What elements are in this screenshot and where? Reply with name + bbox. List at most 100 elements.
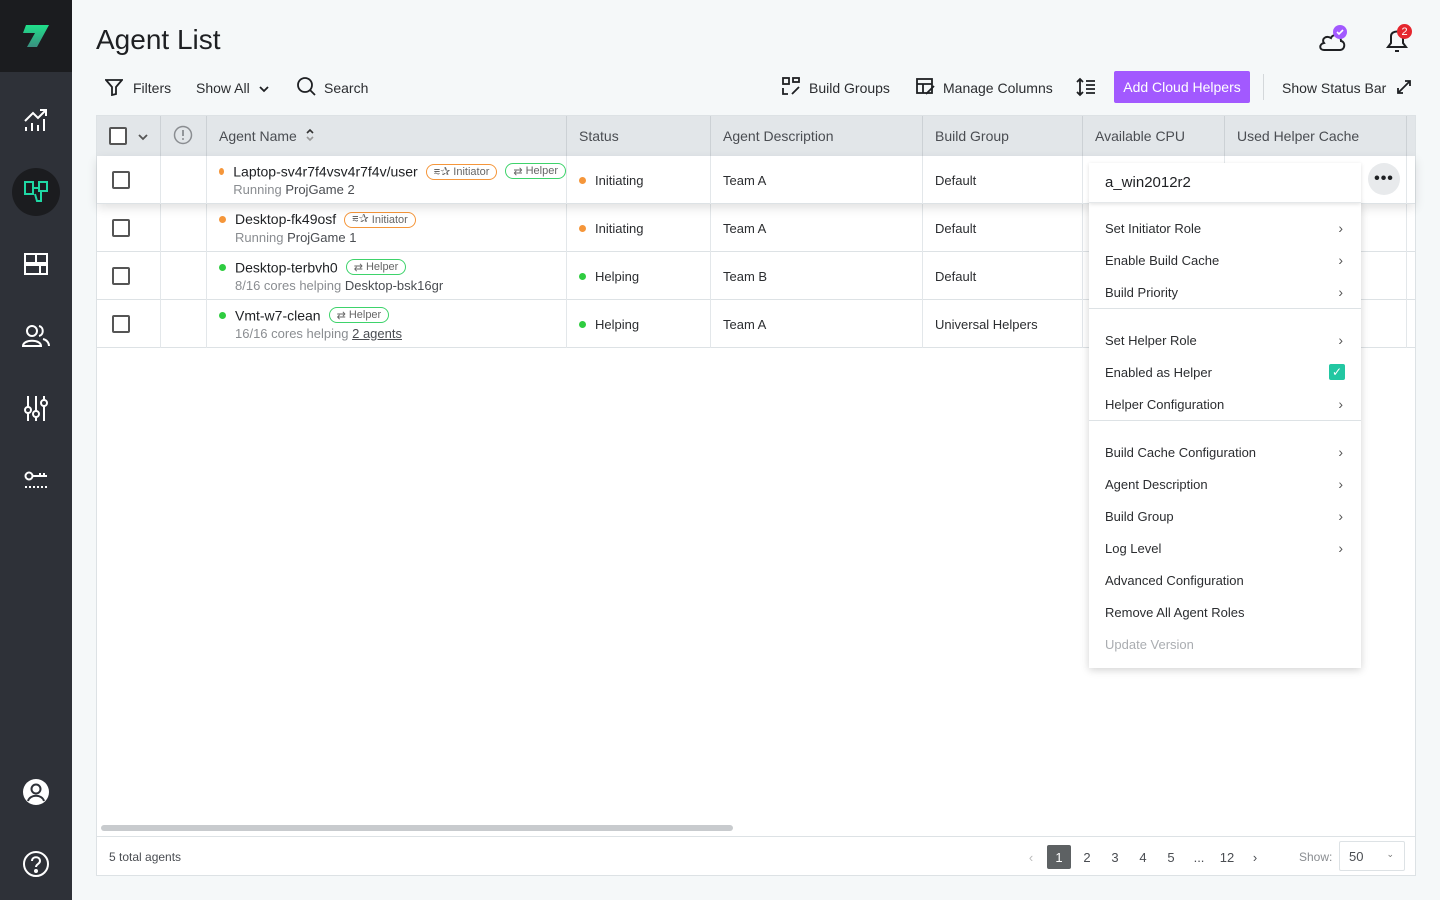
page-button[interactable]: 2 bbox=[1083, 849, 1091, 865]
nav-settings-sliders-icon[interactable] bbox=[12, 384, 60, 432]
menu-item-build-priority[interactable]: Build Priority › bbox=[1089, 276, 1361, 308]
chevron-right-icon: › bbox=[1338, 508, 1343, 524]
menu-item-helper-configuration[interactable]: Helper Configuration › bbox=[1089, 388, 1361, 420]
status-text: Initiating bbox=[595, 172, 644, 188]
helped-agents-link[interactable]: 2 agents bbox=[352, 325, 402, 341]
sort-icon[interactable] bbox=[305, 127, 315, 146]
helper-swap-icon: ⇄ bbox=[513, 165, 523, 178]
agent-name[interactable]: Vmt-w7-clean bbox=[235, 307, 321, 324]
menu-item-advanced-configuration[interactable]: Advanced Configuration bbox=[1089, 564, 1361, 596]
build-groups-button[interactable]: Build Groups bbox=[782, 76, 890, 100]
column-header-status[interactable]: Status bbox=[567, 116, 711, 156]
page-button[interactable]: 1 bbox=[1047, 845, 1071, 869]
menu-item-log-level[interactable]: Log Level › bbox=[1089, 532, 1361, 564]
row-checkbox[interactable] bbox=[112, 219, 130, 237]
column-header-available-cpu[interactable]: Available CPU bbox=[1083, 116, 1225, 156]
description-cell: Team A bbox=[711, 204, 923, 252]
add-cloud-helpers-button[interactable]: Add Cloud Helpers bbox=[1114, 71, 1250, 103]
status-dot bbox=[579, 224, 586, 232]
menu-item-enable-build-cache[interactable]: Enable Build Cache › bbox=[1089, 244, 1361, 276]
show-all-dropdown[interactable]: Show All bbox=[196, 76, 270, 100]
status-text: Helping bbox=[595, 316, 640, 332]
agent-name[interactable]: Desktop-terbvh0 bbox=[235, 259, 338, 276]
agent-name[interactable]: Desktop-fk49osf bbox=[235, 211, 337, 227]
initiator-badge: ⩳✰ Initiator bbox=[344, 211, 416, 228]
nav-profile-icon[interactable] bbox=[12, 768, 60, 816]
build-groups-icon bbox=[782, 77, 801, 99]
agent-name-cell: Desktop-terbvh0 ⇄ Helper 8/16 cores helping… bbox=[207, 252, 567, 300]
nav-help-icon[interactable] bbox=[12, 840, 60, 888]
used-helper-cache-cell bbox=[1225, 300, 1407, 348]
nav-license-key-icon[interactable] bbox=[12, 456, 60, 504]
menu-item-build-cache-configuration[interactable]: Build Cache Configuration › bbox=[1089, 436, 1361, 468]
menu-item-remove-all-agent-roles[interactable]: Remove All Agent Roles bbox=[1089, 596, 1361, 628]
select-all-control[interactable] bbox=[97, 116, 161, 156]
cloud-status-icon[interactable] bbox=[1316, 24, 1350, 54]
menu-item-label: Helper Configuration bbox=[1105, 396, 1225, 412]
helper-badge: ⇄ Helper bbox=[328, 307, 390, 323]
status-cell: Helping bbox=[567, 252, 711, 300]
column-header-agent-name[interactable]: Agent Name bbox=[207, 116, 567, 156]
nav-build-groups-icon[interactable] bbox=[12, 240, 60, 288]
chevron-down-icon[interactable] bbox=[137, 128, 149, 144]
menu-divider bbox=[1089, 308, 1361, 309]
row-density-button[interactable] bbox=[1076, 76, 1096, 100]
more-actions-button[interactable]: ••• bbox=[1368, 163, 1400, 195]
column-header-build-group[interactable]: Build Group bbox=[923, 116, 1083, 156]
notifications-bell-icon[interactable]: 2 bbox=[1382, 22, 1414, 56]
page-button[interactable]: 3 bbox=[1111, 849, 1119, 865]
show-all-label: Show All bbox=[196, 80, 250, 96]
agent-name[interactable]: Laptop-sv4r7f4vsv4r7f4v/user bbox=[233, 163, 418, 180]
menu-item-set-helper-role[interactable]: Set Helper Role › bbox=[1089, 324, 1361, 356]
manage-columns-button[interactable]: Manage Columns bbox=[916, 76, 1053, 100]
menu-item-build-group[interactable]: Build Group › bbox=[1089, 500, 1361, 532]
agent-name-cell: Laptop-sv4r7f4vsv4r7f4v/user ⩳✰ Initiator ⇄… bbox=[207, 156, 567, 204]
helper-swap-icon: ⇄ bbox=[353, 261, 363, 274]
row-checkbox[interactable] bbox=[112, 171, 130, 189]
alert-cell bbox=[161, 204, 207, 252]
checkbox-checked-icon[interactable]: ✓ bbox=[1329, 364, 1345, 380]
agent-activity-target: Desktop-bsk16gr bbox=[344, 277, 444, 293]
status-dot bbox=[219, 216, 226, 223]
next-page-button[interactable]: › bbox=[1252, 849, 1258, 865]
nav-users-icon[interactable] bbox=[12, 312, 60, 360]
line-height-icon bbox=[1076, 77, 1096, 100]
row-checkbox[interactable] bbox=[112, 315, 130, 333]
select-all-checkbox[interactable] bbox=[109, 127, 127, 145]
alert-cell bbox=[161, 252, 207, 300]
initiator-pin-icon: ⩳✰ bbox=[433, 165, 451, 178]
menu-item-label: Remove All Agent Roles bbox=[1105, 604, 1245, 620]
menu-item-label: Build Group bbox=[1105, 508, 1174, 524]
page-button[interactable]: 5 bbox=[1167, 849, 1175, 865]
logo[interactable] bbox=[0, 0, 72, 72]
menu-item-agent-description[interactable]: Agent Description › bbox=[1089, 468, 1361, 500]
badge-label: Helper bbox=[365, 261, 399, 273]
context-menu-title: a_win2012r2 bbox=[1089, 163, 1361, 203]
column-header-agent-description[interactable]: Agent Description bbox=[711, 116, 923, 156]
prev-page-button[interactable]: ‹ bbox=[1028, 849, 1034, 865]
status-cell: Initiating bbox=[567, 204, 711, 252]
used-helper-cache-cell bbox=[1225, 252, 1407, 300]
agent-activity: 16/16 cores helping 2 agents bbox=[235, 326, 402, 341]
menu-item-label: Enabled as Helper bbox=[1105, 364, 1212, 380]
show-status-bar-button[interactable]: Show Status Bar bbox=[1282, 76, 1412, 100]
filters-button[interactable]: Filters bbox=[104, 76, 171, 100]
page-button[interactable]: 12 bbox=[1219, 849, 1235, 865]
page-button[interactable]: 4 bbox=[1139, 849, 1147, 865]
column-header-used-helper-cache[interactable]: Used Helper Cache bbox=[1225, 116, 1407, 156]
manage-columns-label: Manage Columns bbox=[943, 80, 1053, 96]
page-size-value: 50 bbox=[1349, 848, 1364, 864]
nav-agents-icon[interactable] bbox=[12, 168, 60, 216]
menu-item-enabled-as-helper[interactable]: Enabled as Helper ✓ bbox=[1089, 356, 1361, 388]
menu-item-update-version: Update Version bbox=[1089, 628, 1361, 660]
alert-info-icon bbox=[173, 125, 193, 148]
menu-item-set-initiator-role[interactable]: Set Initiator Role › bbox=[1089, 212, 1361, 244]
search-button[interactable]: Search bbox=[297, 76, 368, 100]
page-size-select[interactable]: 50 ⌄ bbox=[1339, 841, 1405, 871]
horizontal-scrollbar[interactable] bbox=[101, 825, 733, 831]
agent-activity-prefix: Running bbox=[233, 182, 282, 197]
nav-analytics-icon[interactable] bbox=[12, 96, 60, 144]
agent-activity-prefix: 16/16 cores helping bbox=[235, 325, 349, 341]
row-checkbox[interactable] bbox=[112, 267, 130, 285]
badge-label: Initiator bbox=[453, 166, 490, 178]
